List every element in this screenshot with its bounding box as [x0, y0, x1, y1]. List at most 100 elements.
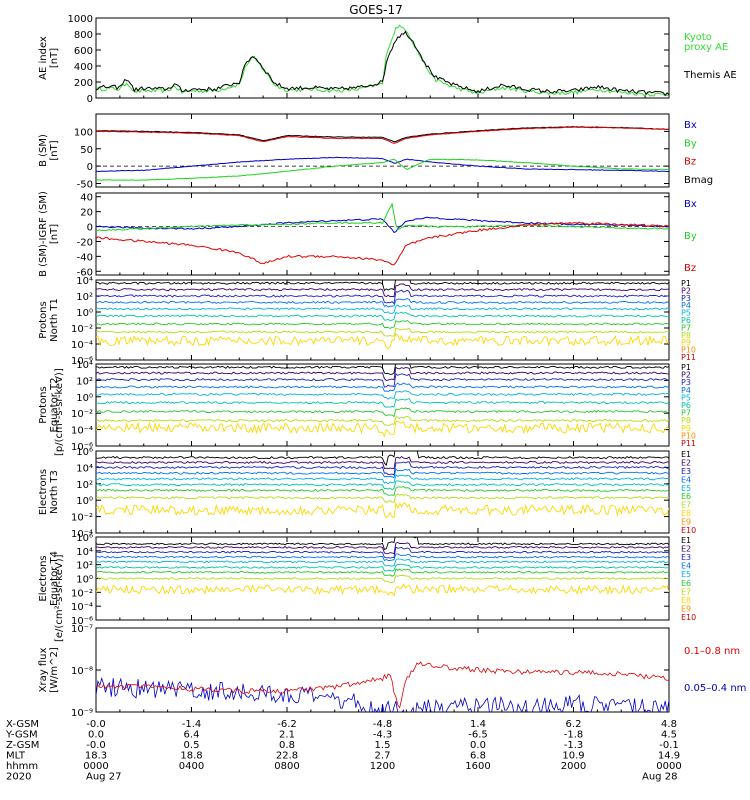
legend-entry-E8: E8 [681, 596, 691, 605]
panel-frame-pe [95, 363, 670, 447]
y-tick-label: 100 [74, 127, 93, 138]
y-axis-label-line: Equator T2 [49, 378, 60, 433]
y-tick-label: 0 [87, 162, 93, 173]
legend-entry-E10: E10 [681, 613, 696, 622]
legend-entry-E2: E2 [681, 545, 691, 554]
panel-ae: 0 200 400 600 800 1000 AE index[nT] Kyotoproxy … [38, 14, 737, 105]
series-xray-long [96, 661, 669, 709]
series-P4 [96, 298, 669, 308]
orbit-cell: 0400 [179, 761, 204, 772]
legend-entry-By: By [684, 231, 697, 242]
orbit-cell: 4.8 [661, 719, 677, 730]
legend-entry-P9: P9 [681, 424, 691, 433]
orbit-cell: 18.3 [85, 751, 107, 762]
y-tick-label: 10⁰ [76, 393, 93, 404]
y-tick-label: 10² [76, 561, 93, 572]
legend-entry-P7: P7 [681, 409, 691, 418]
data-ee [96, 537, 669, 597]
y-tick-label: 200 [74, 78, 93, 89]
y-tick-label: -20 [77, 237, 93, 248]
y-axis-label-line: Xray flux [38, 648, 49, 693]
y-tick-label: 10⁰ [76, 575, 93, 586]
y-tick-label: 10² [76, 480, 93, 491]
series-bx [96, 156, 669, 173]
y-tick-label: 20 [80, 208, 93, 219]
protons-equator-units: [p/(cm²-s-sr-keV)] [54, 368, 65, 456]
series-E6 [96, 563, 669, 572]
series-P3 [96, 289, 669, 305]
y-axis-label-pn: ProtonsNorth T1 [38, 298, 60, 342]
panel-frame-ae [95, 17, 670, 99]
data-pn [96, 280, 669, 350]
series-E2 [96, 542, 669, 555]
series-P5 [96, 304, 669, 314]
panel-frame-pn [95, 279, 670, 361]
data-bsm [96, 126, 669, 181]
y-tick-label: 10⁶ [76, 533, 93, 544]
legend-entry-By: By [684, 138, 697, 149]
orbit-cell: 0.5 [184, 740, 200, 751]
y-tick-label: 10⁻⁴ [71, 602, 93, 613]
legend-entry-P10: P10 [681, 431, 696, 440]
y-tick-label: 10⁻⁶ [71, 442, 93, 453]
orbit-cell: -4.8 [373, 719, 393, 730]
y-tick-label: 400 [74, 62, 93, 73]
y-axis-label-ee: ElectronsEquator T4 [38, 551, 60, 606]
orbit-cell: 1600 [465, 761, 490, 772]
series-P2 [96, 366, 669, 381]
y-tick-label: 50 [80, 145, 93, 156]
legend-entry-proxy-AE: proxy AE [684, 42, 728, 53]
legend-entry-E3: E3 [681, 553, 691, 562]
y-tick-label: 1000 [68, 14, 93, 25]
series-P6 [96, 311, 669, 322]
y-tick-label: 600 [74, 46, 93, 57]
orbit-cell: 0000 [83, 761, 108, 772]
orbit-cell: 0.0 [470, 740, 486, 751]
orbit-row-label: MLT [6, 751, 26, 762]
y-tick-label: 10⁻⁶ [71, 356, 93, 367]
series-P9 [96, 420, 669, 438]
series-E8 [96, 493, 669, 504]
orbit-cell: 18.8 [180, 751, 202, 762]
legend-entry-E1: E1 [681, 450, 691, 459]
y-tick-label: 10⁻² [71, 588, 93, 599]
y-axis-label-line: Protons [38, 386, 49, 423]
legend-entry-P2: P2 [681, 371, 691, 380]
series-E2 [96, 456, 669, 470]
panel-frame-bsm [95, 113, 670, 188]
orbit-cell: 1.5 [375, 740, 391, 751]
series-E9 [96, 583, 669, 597]
series-P8 [96, 416, 669, 426]
series-E8 [96, 574, 669, 584]
y-tick-label: -40 [77, 252, 93, 263]
orbit-cell: 14.9 [658, 751, 680, 762]
y-axis-label-line: [nT] [49, 48, 60, 68]
legend-entry-E5: E5 [681, 570, 691, 579]
series-E4 [96, 468, 669, 479]
y-tick-label: -50 [77, 180, 93, 191]
plot-title: GOES-17 [349, 3, 403, 17]
y-axis-label-line: Equator T4 [49, 551, 60, 606]
y-tick-label: 10⁻⁴ [71, 529, 93, 540]
legend-entry-E4: E4 [681, 475, 691, 484]
legend-entry-P6: P6 [681, 401, 691, 410]
series-bz-minus-igrf [96, 221, 669, 266]
series-P7 [96, 407, 669, 418]
y-tick-label: 10⁻² [71, 513, 93, 524]
series-by [96, 158, 669, 181]
series-P2 [96, 283, 669, 298]
series-bx-minus-igrf [96, 216, 669, 234]
panel-bigrf: -60 -40 -20 0 20 40 B (SM)-IGRF (SM)[nT] Bx By Bz [38, 191, 697, 278]
y-axis-label-line: B (SM)-IGRF (SM) [38, 191, 49, 277]
y-tick-label: 10⁻² [71, 409, 93, 420]
legend-xray: 0.1–0.8 nm 0.05–0.4 nm [684, 646, 746, 694]
y-tick-label: 10⁻⁴ [71, 340, 93, 351]
orbit-cell: 6.2 [566, 719, 582, 730]
y-tick-label: 10⁰ [76, 308, 93, 319]
y-tick-label: 10⁴ [76, 463, 93, 474]
